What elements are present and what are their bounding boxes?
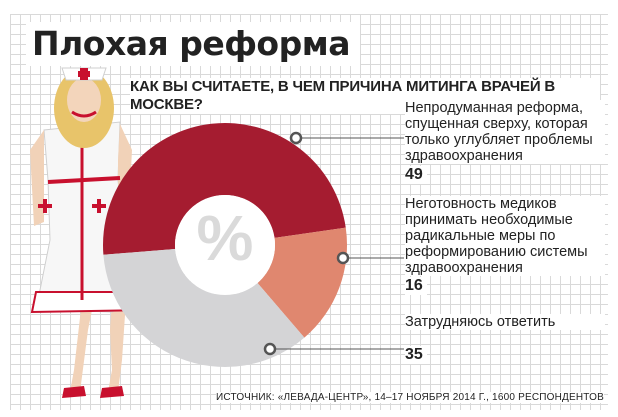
slices-group bbox=[103, 123, 347, 367]
answer-value-2: 16 bbox=[405, 277, 427, 295]
leader-lines bbox=[263, 131, 404, 356]
leader-marker-3 bbox=[263, 342, 277, 356]
donut-slice-1 bbox=[103, 123, 346, 255]
donut-hole bbox=[175, 195, 275, 295]
answer-value-3: 35 bbox=[405, 346, 427, 364]
leader-marker-2 bbox=[336, 251, 350, 265]
donut-slice-2 bbox=[257, 227, 347, 338]
answer-text-3: Затрудняюсь ответить bbox=[405, 314, 605, 330]
center-percent-label: % bbox=[197, 202, 254, 274]
leader-marker-1 bbox=[289, 131, 303, 145]
page-title: Плохая реформа bbox=[26, 22, 360, 66]
source-note: ИСТОЧНИК: «ЛЕВАДА-ЦЕНТР», 14–17 НОЯБРЯ 2… bbox=[216, 392, 604, 403]
donut-slice-3 bbox=[103, 248, 305, 367]
answer-value-1: 49 bbox=[405, 166, 427, 184]
answer-text-1: Непродуманная реформа, спущенная сверху,… bbox=[405, 100, 605, 164]
answer-text-2: Неготовность медиков принимать необходим… bbox=[405, 196, 605, 276]
